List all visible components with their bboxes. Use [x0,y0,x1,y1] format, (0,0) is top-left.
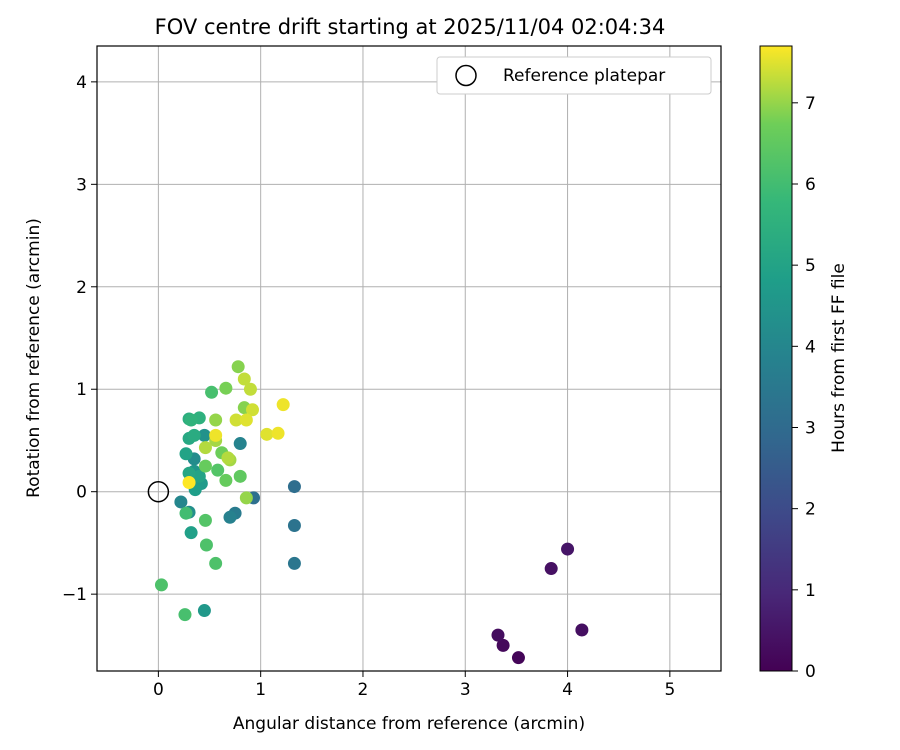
scatter-point [209,413,223,427]
scatter-point [233,437,247,451]
colorbar-tick-label: 3 [805,418,816,438]
scatter-point [229,413,243,427]
scatter-point [178,608,192,622]
scatter-point [287,480,301,494]
scatter-points [154,360,589,665]
scatter-point [184,413,198,427]
scatter-point [197,428,211,442]
scatter-point [179,447,193,461]
plot-frame [96,45,722,672]
scatter-point [221,451,235,465]
scatter-point [491,628,505,642]
chart-title: FOV centre drift starting at 2025/11/04 … [155,15,666,39]
x-tick-label: 4 [562,680,573,700]
grid [97,46,721,671]
y-tick-label: 3 [76,175,87,195]
colorbar [759,45,793,672]
scatter-point [231,360,245,374]
scatter-point [182,466,196,480]
colorbar-tick-label: 4 [805,337,816,357]
scatter-point [544,562,558,576]
scatter-point [182,475,196,489]
scatter-point [205,385,219,399]
colorbar-tick-label: 2 [805,500,816,520]
x-tick-label: 0 [153,680,164,700]
scatter-point [198,441,212,455]
legend: Reference platepar [436,56,712,95]
x-tick-label: 2 [358,680,369,700]
scatter-point [287,519,301,533]
y-tick-label: 1 [76,380,87,400]
x-tick-label: 1 [255,680,266,700]
scatter-point [209,428,223,442]
plot-area [97,46,721,671]
scatter-point [575,623,589,637]
colorbar-tick-label: 0 [805,662,816,682]
colorbar-tick-label: 5 [805,256,816,276]
scatter-point [239,491,253,505]
scatter-point [276,398,290,412]
scatter-point [243,382,257,396]
legend-label: Reference platepar [503,66,665,86]
x-tick-label: 5 [664,680,675,700]
scatter-point [219,473,233,487]
scatter-point [287,556,301,570]
scatter-point [511,651,525,665]
scatter-point [223,510,237,524]
scatter-point [187,428,201,442]
scatter-point [199,538,213,552]
x-axis-ticks: 0 1 2 3 4 5 [153,671,675,700]
scatter-point [219,381,233,395]
colorbar-tick-label: 7 [805,94,816,114]
colorbar-label: Hours from first FF file [829,263,849,453]
legend-marker [455,64,477,87]
scatter-point [154,578,168,592]
scatter-point [237,372,251,386]
scatter-point [209,556,223,570]
legend-box [436,56,712,95]
scatter-point [239,413,253,427]
scatter-point [496,638,510,652]
y-tick-label: 0 [76,483,87,503]
scatter-point [271,426,285,440]
scatter-point [197,604,211,618]
y-tick-label: 4 [76,73,87,93]
scatter-point [174,495,188,509]
scatter-point [245,403,259,417]
x-axis-label: Angular distance from reference (arcmin) [233,714,585,734]
scatter-point [198,459,212,473]
scatter-point [179,506,193,520]
reference-point-marker [147,480,170,503]
colorbar-tick-label: 1 [805,581,816,601]
y-axis-ticks: −1 0 1 2 3 4 [62,73,97,605]
colorbar-ticks: 0 1 2 3 4 5 6 7 [792,94,816,682]
x-tick-label: 3 [460,680,471,700]
y-axis-label: Rotation from reference (arcmin) [24,218,44,498]
scatter-point [198,513,212,527]
y-tick-label: 2 [76,278,87,298]
scatter-point [192,469,206,483]
y-tick-label: −1 [62,585,87,605]
scatter-point [184,526,198,540]
colorbar-tick-label: 6 [805,175,816,195]
scatter-point [233,469,247,483]
scatter-point [211,463,225,477]
scatter-point [260,427,274,441]
scatter-point [561,542,575,556]
